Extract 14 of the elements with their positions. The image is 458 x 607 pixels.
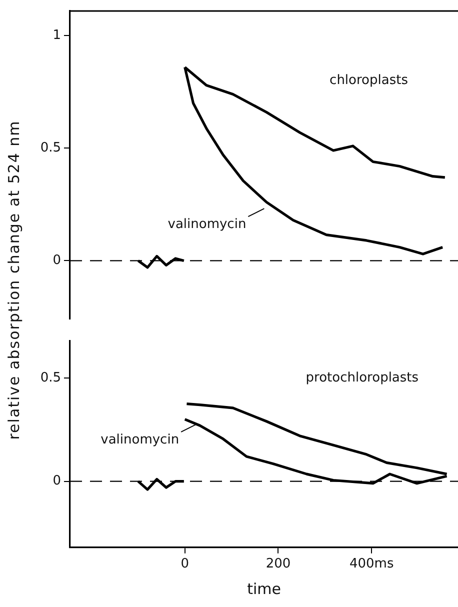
y-tick-label: 0 [52,253,61,268]
x-tick-label: 400ms [349,556,394,572]
x-axis-title: time [247,580,281,598]
y-tick-label: 0.5 [40,140,61,156]
y-tick-label: 0 [52,474,61,489]
annotation: valinomycin [100,432,180,448]
annotation: protochloroplasts [306,370,419,386]
annotation: chloroplasts [330,73,408,88]
annotation: valinomycin [168,216,246,232]
y-tick-label: 0.5 [40,370,61,386]
y-tick-label: 1 [52,28,61,44]
x-tick-label: 0 [180,556,189,572]
x-tick-label: 200 [266,556,291,572]
y-axis-title: relative absorption change at 524 nm [5,120,23,440]
